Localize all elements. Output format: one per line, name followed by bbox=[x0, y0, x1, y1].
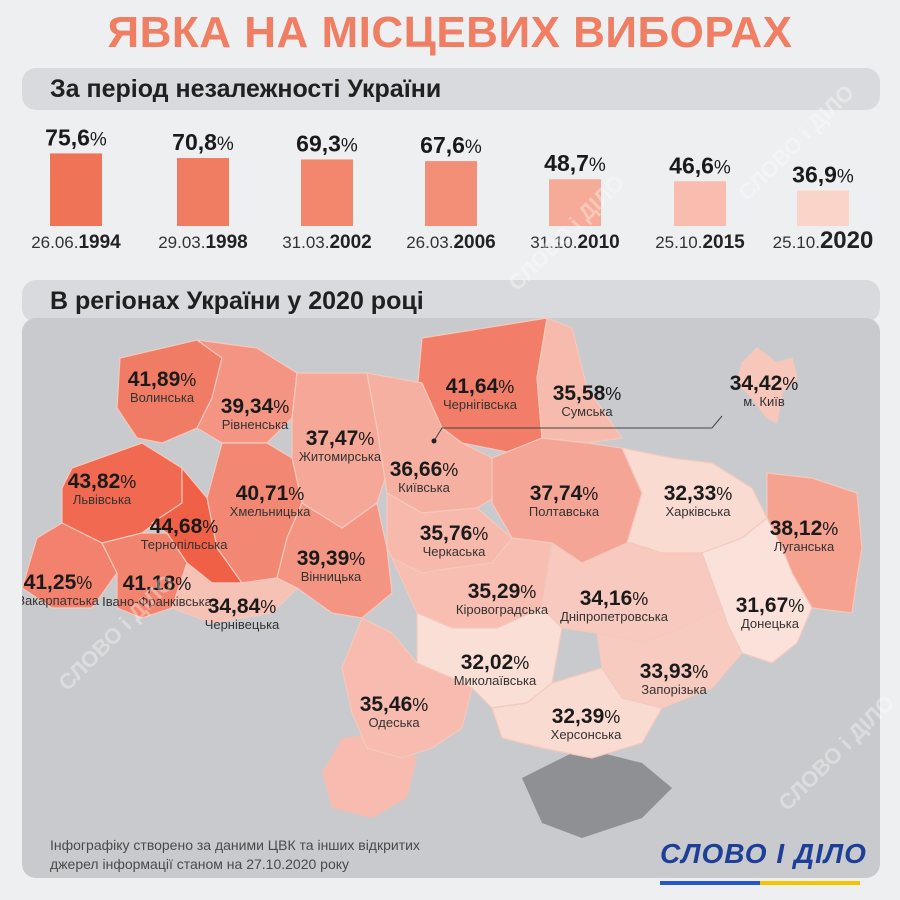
region-name-label: Харківська bbox=[666, 504, 732, 519]
region-value-label: 44,68% bbox=[150, 515, 219, 538]
section-header-regions: В регіонах України у 2020 році bbox=[22, 280, 880, 322]
region-value-label: 34,84% bbox=[208, 595, 277, 618]
bar-2006 bbox=[425, 161, 477, 226]
region-value-label: 32,02% bbox=[461, 651, 530, 674]
region-name-label: м. Київ bbox=[743, 394, 785, 409]
section-header-history: За період незалежності України bbox=[22, 68, 880, 110]
region-value-label: 34,42% bbox=[730, 372, 799, 395]
page-title: ЯВКА НА МІСЦЕВИХ ВИБОРАХ bbox=[107, 8, 793, 57]
brand-logo: СЛОВО І ДІЛО bbox=[660, 838, 867, 869]
logo-flag-strip bbox=[660, 872, 860, 885]
bar-date-label: 31.10.2010 bbox=[530, 232, 620, 253]
bar-date-label: 26.03.2006 bbox=[406, 232, 496, 253]
region-value-label: 34,16% bbox=[580, 587, 649, 610]
region-value-label: 31,67% bbox=[736, 594, 805, 617]
region-value-label: 35,76% bbox=[420, 522, 489, 545]
region-value-label: 43,82% bbox=[68, 470, 137, 493]
bar-value-label: 48,7% bbox=[544, 150, 606, 176]
region-value-label: 40,71% bbox=[236, 482, 305, 505]
region-value-label: 35,29% bbox=[468, 580, 537, 603]
region-name-label: Житомирська bbox=[299, 449, 382, 464]
kyiv-leader-line bbox=[433, 415, 723, 442]
region-name-label: Вінницька bbox=[301, 569, 362, 584]
bar-date-label: 31.03.2002 bbox=[282, 232, 372, 253]
region-Сумська bbox=[536, 318, 624, 444]
bar-value-label: 46,6% bbox=[669, 152, 731, 178]
region-name-label: Черкаська bbox=[423, 544, 487, 559]
section-title-history: За період незалежності України bbox=[50, 75, 442, 103]
region-name-label: Луганська bbox=[774, 539, 835, 554]
region-name-label: Рівненська bbox=[222, 417, 289, 432]
bar-2002 bbox=[301, 159, 353, 226]
region-Херсонська bbox=[491, 667, 663, 759]
region-name-label: Хмельницька bbox=[230, 504, 311, 519]
regions-map-panel: 41,89% Волинська 39,34% Рівненська 37,47% Жит… bbox=[22, 318, 880, 878]
ukraine-regions-map: 41,89%Волинська 39,34%Рівненська 37,47%Жит… bbox=[22, 318, 863, 838]
region-value-label: 36,66% bbox=[390, 458, 459, 481]
turnout-history-chart: 75,6% 26.06.1994 70,8% 29.03.1998 69,3% 31.03… bbox=[31, 124, 874, 254]
bar-1994 bbox=[50, 153, 102, 226]
kyiv-dot bbox=[431, 438, 437, 444]
region-name-label: Кіровоградська bbox=[456, 602, 549, 617]
region-value-label: 32,39% bbox=[552, 705, 621, 728]
region-value-label: 32,33% bbox=[664, 482, 733, 505]
bar-value-label: 70,8% bbox=[172, 129, 234, 155]
region-value-label: 41,64% bbox=[446, 375, 515, 398]
region-name-label: Херсонська bbox=[551, 727, 622, 742]
region-name-label: Донецька bbox=[741, 616, 800, 631]
region-name-label: Дніпропетровська bbox=[560, 609, 669, 624]
region-м. Київ bbox=[736, 347, 798, 424]
bar-date-label: 25.10.2015 bbox=[655, 232, 745, 253]
region-Одеська bbox=[341, 617, 473, 759]
logo-strip-yellow bbox=[760, 881, 860, 885]
region-name-label: Полтавська bbox=[529, 504, 600, 519]
bar-date-label: 26.06.1994 bbox=[31, 232, 121, 253]
occupied-territory bbox=[522, 748, 672, 838]
region-Чернівецька bbox=[171, 561, 299, 624]
region-value-label: 41,25% bbox=[24, 571, 93, 594]
region-value-label: 41,18% bbox=[123, 572, 192, 595]
source-line-1: Інфографіку створено за даними ЦВК та ін… bbox=[50, 837, 420, 853]
bar-value-label: 36,9% bbox=[792, 162, 854, 188]
region-value-label: 38,12% bbox=[770, 517, 839, 540]
region-value-label: 39,34% bbox=[221, 395, 290, 418]
region-name-label: Волинська bbox=[130, 390, 195, 405]
bar-date-label: 25.10.2020 bbox=[773, 227, 874, 254]
region-name-label: Чернівецька bbox=[205, 617, 280, 632]
bar-value-label: 69,3% bbox=[296, 130, 358, 156]
source-line-2: джерел інформації станом на 27.10.2020 р… bbox=[50, 856, 350, 872]
bar-date-label: 29.03.1998 bbox=[158, 232, 248, 253]
region-name-label: Сумська bbox=[561, 404, 613, 419]
logo-strip-blue bbox=[660, 881, 760, 885]
section-title-regions: В регіонах України у 2020 році bbox=[50, 287, 424, 315]
bar-2020 bbox=[797, 190, 849, 226]
bar-value-label: 67,6% bbox=[420, 132, 482, 158]
region-name-label: Одеська bbox=[368, 715, 420, 730]
region-name-label: Івано-Франківська bbox=[102, 594, 212, 609]
region-value-label: 35,58% bbox=[553, 382, 622, 405]
region-value-label: 37,74% bbox=[530, 482, 599, 505]
region-Закарпатська bbox=[22, 522, 118, 609]
bar-2015 bbox=[674, 181, 726, 226]
bar-1998 bbox=[177, 158, 229, 226]
region-name-label: Миколаївська bbox=[454, 673, 537, 688]
region-name-label: Львівська bbox=[73, 492, 132, 507]
region-value-label: 37,47% bbox=[306, 427, 375, 450]
source-note: Інфографіку створено за даними ЦВК та ін… bbox=[50, 836, 490, 874]
bar-value-label: 75,6% bbox=[45, 124, 107, 150]
region-name-label: Чернігівська bbox=[443, 397, 518, 412]
region-value-label: 33,93% bbox=[640, 660, 709, 683]
region-value-label: 35,46% bbox=[360, 693, 429, 716]
region-value-label: 41,89% bbox=[128, 368, 197, 391]
region-value-label: 39,39% bbox=[297, 547, 366, 570]
region-name-label: Тернопільська bbox=[141, 537, 229, 552]
region-name-label: Закарпатська bbox=[22, 593, 100, 608]
region-name-label: Запорізька bbox=[641, 682, 707, 697]
region-name-label: Київська bbox=[398, 480, 450, 495]
bar-2010 bbox=[549, 179, 601, 226]
